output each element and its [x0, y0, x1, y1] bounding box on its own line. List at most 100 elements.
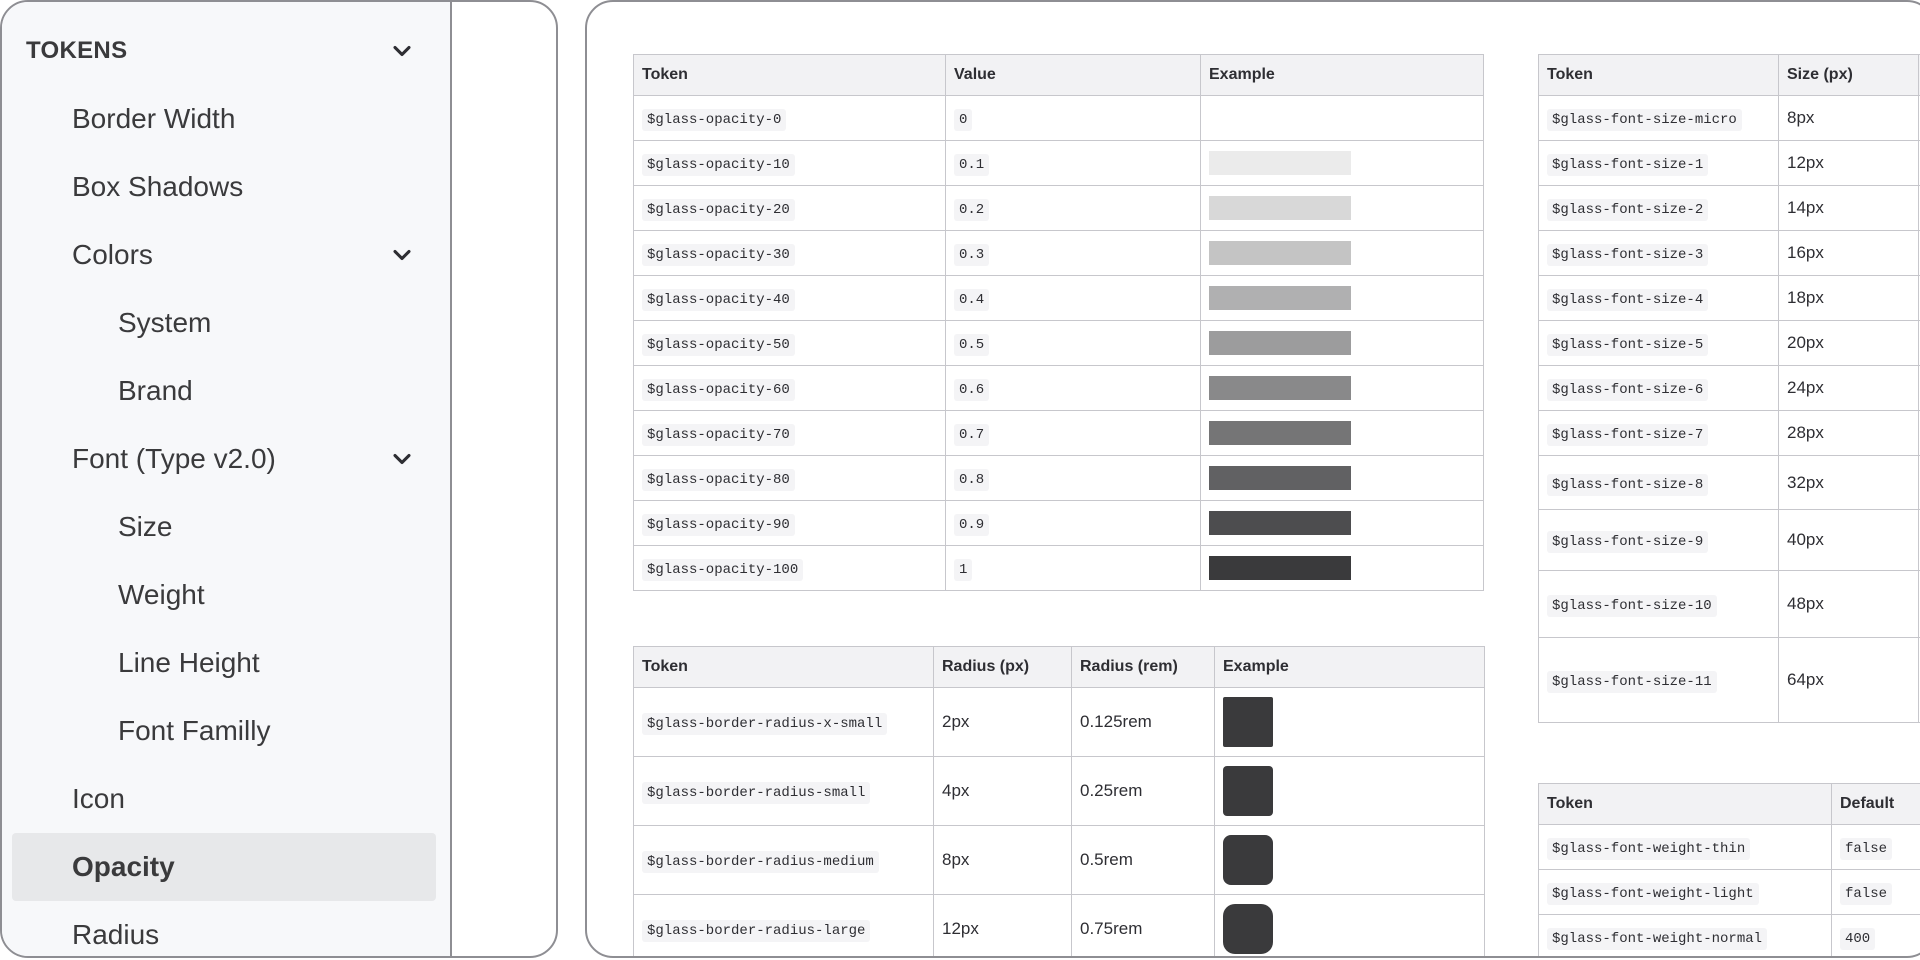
sidebar-item-label: System [118, 307, 212, 338]
token-code: $glass-border-radius-x-small [642, 713, 888, 735]
column-header: Example [1214, 646, 1485, 688]
cell-text: 4px [942, 781, 970, 800]
sidebar: TOKENS Border Width Box Shadows Colors Syste… [2, 2, 452, 956]
value-cell: 16px [1778, 230, 1919, 276]
token-code: $glass-font-size-8 [1547, 473, 1709, 496]
column-header: Default [1831, 783, 1920, 825]
table-row: $glass-font-weight-thin false [1538, 824, 1920, 870]
sidebar-item-label: TOKENS [26, 37, 128, 64]
column-header: Token [633, 646, 934, 688]
table-row: $glass-border-radius-medium 8px 0.5rem [633, 825, 1485, 895]
token-cell: $glass-opacity-90 [633, 500, 946, 546]
cell-text: 8px [942, 850, 970, 869]
opacity-swatch [1209, 376, 1351, 400]
sidebar-item-font[interactable]: Font (Type v2.0) [12, 425, 436, 493]
token-code: $glass-border-radius-small [642, 782, 871, 804]
example-cell [1214, 687, 1485, 757]
sidebar-item-colors[interactable]: Colors [12, 221, 436, 289]
table-row: $glass-opacity-70 0.7 [633, 410, 1484, 456]
token-code: 0.1 [954, 154, 990, 176]
token-cell: $glass-font-size-micro [1538, 95, 1779, 141]
example-cell [1200, 275, 1484, 321]
radius-swatch [1223, 766, 1273, 816]
token-code: $glass-font-weight-normal [1547, 928, 1768, 950]
chevron-down-icon[interactable] [388, 445, 416, 473]
value-cell: 0.125rem [1071, 687, 1215, 757]
value-cell: 8px [1778, 95, 1919, 141]
token-cell: $glass-border-radius-large [633, 894, 934, 956]
table-header-row: Token Default [1538, 783, 1920, 825]
navigation-panel: TOKENS Border Width Box Shadows Colors Syste… [0, 0, 558, 958]
token-code: false [1840, 883, 1893, 905]
table-row: $glass-font-size-10 48px [1538, 570, 1920, 638]
sidebar-item-font-familly[interactable]: Font Familly [12, 697, 436, 765]
token-cell: 0.2 [945, 185, 1201, 231]
radius-swatch [1223, 835, 1273, 885]
token-cell: $glass-font-size-9 [1538, 509, 1779, 571]
opacity-swatch [1209, 421, 1351, 445]
token-code: $glass-opacity-40 [642, 289, 795, 311]
token-cell: $glass-font-size-11 [1538, 637, 1779, 723]
sidebar-item-radius[interactable]: Radius [12, 901, 436, 956]
sidebar-item-label: Colors [72, 239, 153, 270]
cell-text: 16px [1787, 243, 1824, 262]
example-cell [1200, 320, 1484, 366]
token-cell: $glass-font-size-2 [1538, 185, 1779, 231]
token-cell: 1 [945, 545, 1201, 591]
table-row: $glass-font-weight-light false [1538, 869, 1920, 915]
sidebar-item-tokens[interactable]: TOKENS [12, 17, 436, 85]
token-code: $glass-font-weight-light [1547, 883, 1759, 905]
table-row: $glass-font-size-11 64px [1538, 637, 1920, 723]
sidebar-item-label: Icon [72, 783, 125, 814]
sidebar-item-label: Line Height [118, 647, 260, 678]
token-code: $glass-opacity-50 [642, 334, 795, 356]
cell-text: 32px [1787, 472, 1824, 492]
sidebar-item-border-width[interactable]: Border Width [12, 85, 436, 153]
value-cell: 2px [933, 687, 1072, 757]
value-cell: 48px [1778, 570, 1919, 638]
token-code: 400 [1840, 928, 1876, 950]
token-cell: false [1831, 824, 1920, 870]
token-cell: 0.7 [945, 410, 1201, 456]
token-cell: 0.5 [945, 320, 1201, 366]
token-cell: 0.8 [945, 455, 1201, 501]
sidebar-item-brand[interactable]: Brand [12, 357, 436, 425]
example-cell [1200, 365, 1484, 411]
sidebar-item-label: Border Width [72, 103, 236, 134]
opacity-swatch [1209, 556, 1351, 580]
sidebar-item-label: Weight [118, 579, 205, 610]
token-code: $glass-opacity-100 [642, 559, 804, 581]
sidebar-item-size[interactable]: Size [12, 493, 436, 561]
chevron-down-icon[interactable] [388, 241, 416, 269]
token-cell: 0.6 [945, 365, 1201, 411]
example-cell [1200, 230, 1484, 276]
sidebar-item-line-height[interactable]: Line Height [12, 629, 436, 697]
token-cell: $glass-font-size-10 [1538, 570, 1779, 638]
column-header: Size (px) [1778, 54, 1919, 96]
sidebar-item-weight[interactable]: Weight [12, 561, 436, 629]
chevron-down-icon[interactable] [388, 37, 416, 65]
token-code: $glass-opacity-20 [642, 199, 795, 221]
value-cell: 14px [1778, 185, 1919, 231]
table-row: $glass-font-size-1 12px [1538, 140, 1920, 186]
sidebar-item-box-shadows[interactable]: Box Shadows [12, 153, 436, 221]
sidebar-item-label: Font Familly [118, 715, 271, 746]
token-cell: $glass-opacity-30 [633, 230, 946, 276]
cell-text: 0.75rem [1080, 919, 1143, 938]
radius-table: Token Radius (px) Radius (rem) Example $… [633, 646, 1485, 956]
sidebar-item-icon[interactable]: Icon [12, 765, 436, 833]
sidebar-item-opacity[interactable]: Opacity [12, 833, 436, 901]
token-cell: $glass-opacity-60 [633, 365, 946, 411]
sidebar-item-system[interactable]: System [12, 289, 436, 357]
token-code: $glass-border-radius-large [642, 920, 871, 942]
cell-text: 40px [1787, 530, 1824, 549]
token-code: $glass-font-size-2 [1547, 199, 1709, 221]
value-cell: 40px [1778, 509, 1919, 571]
table-row: $glass-opacity-10 0.1 [633, 140, 1484, 186]
cell-text: 8px [1787, 108, 1815, 127]
column-header: Example [1200, 54, 1484, 96]
table-row: $glass-border-radius-x-small 2px 0.125rem [633, 687, 1485, 757]
table-row: $glass-opacity-50 0.5 [633, 320, 1484, 366]
value-cell: 0.5rem [1071, 825, 1215, 895]
opacity-swatch [1209, 331, 1351, 355]
